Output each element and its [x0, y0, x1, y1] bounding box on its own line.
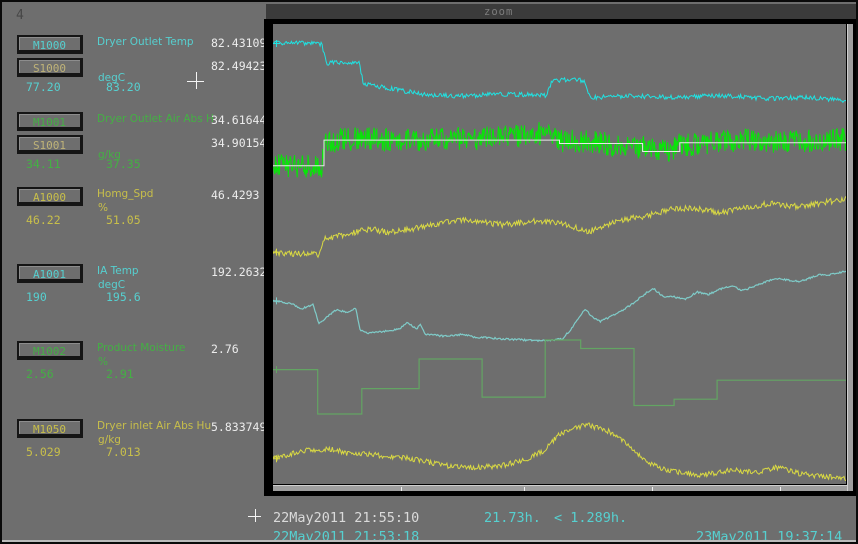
tag-button-a1000[interactable]: A1000 [17, 187, 83, 206]
trend-curve-dryer-inlet-air-abs-hu [273, 422, 846, 482]
tag-current-value: 34.61644 [211, 113, 267, 127]
tag-scale-low: 77.20 [26, 80, 61, 94]
tag-scale-low: 2.56 [26, 367, 54, 381]
tag-scale-low: 5.029 [26, 445, 61, 459]
tag-current-value: 5.833749 [211, 420, 267, 434]
tag-current-value: 46.4293 [211, 188, 260, 202]
tag-scale-high: 51.05 [106, 213, 141, 227]
tag-button-m1050[interactable]: M1050 [17, 419, 83, 438]
tag-row-a1000: A1000 Homg_Spd 46.4293% 46.22 51.05 [2, 187, 264, 257]
tag-name: Product Moisture [97, 342, 186, 354]
vertical-scrollbar[interactable] [847, 24, 853, 491]
footer-cursor-marker[interactable] [248, 509, 261, 522]
tag-panel: M1000 S1000 Dryer Outlet Temp 82.43109 82.49… [2, 2, 267, 499]
tag-unit: g/kg [98, 149, 121, 161]
tag-row-m1002: M1002 Product Moisture 2.76% 2.56 2.91 [2, 341, 264, 411]
trend-curve-homg-spd [273, 195, 846, 259]
tag-row-a1001: A1001 IA Temp 192.2632 degC 190 195.6 [2, 264, 267, 334]
zoom-title-bar: zoom [266, 4, 856, 19]
tag-scale-high: 37.35 [106, 157, 141, 171]
trend-curve-dryer-outlet-temp [273, 40, 846, 104]
tag-scale-high: 83.20 [106, 80, 141, 94]
tag-scale-high: 195.6 [106, 290, 141, 304]
cursor-value-marker-ia-temp [273, 297, 280, 305]
tag-button-s1001[interactable]: S1001 [17, 135, 83, 154]
trend-curve-dryer-outlet-air-abs-h [273, 122, 846, 178]
tag-row-m1001: M1001 S1001 Dryer Outlet Air Abs H 34.61644… [2, 112, 267, 182]
tag-name: Dryer Outlet Air Abs H [97, 113, 214, 125]
trend-plot-frame [264, 19, 856, 496]
tag-current-value: 192.2632 [211, 265, 267, 279]
tag-unit: % [98, 202, 108, 214]
tag-secondary-value: 82.49423 [211, 59, 267, 73]
tag-name: IA Temp [97, 265, 139, 277]
scrollbar-tick [401, 487, 402, 491]
scrollbar-tick [652, 487, 653, 491]
tag-secondary-value: 34.90154 [211, 136, 267, 150]
trend-curve-ia-temp [273, 270, 846, 343]
tag-unit: g/kg [98, 434, 121, 446]
tag-name: Dryer inlet Air Abs Hu [97, 420, 212, 432]
cursor-value-marker-product-moisture [273, 366, 280, 374]
trend-curve-product-moisture [273, 339, 846, 415]
cursor-timestamp: 22May2011 21:55:10 [273, 510, 420, 526]
tag-button-m1001[interactable]: M1001 [17, 112, 83, 131]
tag-button-s1000[interactable]: S1000 [17, 58, 83, 77]
tag-unit: degC [98, 72, 126, 84]
trend-plot-area[interactable] [273, 24, 846, 484]
tag-scale-high: 7.013 [106, 445, 141, 459]
tag-current-value: 2.76 [211, 342, 239, 356]
window-end-timestamp: 23May2011 19:37:14 [696, 529, 843, 544]
tag-current-value: 82.43109 [211, 36, 267, 50]
tag-button-a1001[interactable]: A1001 [17, 264, 83, 283]
cursor-value-marker-dryer-outlet-temp [273, 40, 280, 47]
tag-button-m1002[interactable]: M1002 [17, 341, 83, 360]
tag-name: Homg_Spd [97, 188, 154, 200]
trend-curve-dryer-outlet-air-abs-h-setpoint [273, 139, 846, 167]
zoom-title-label: zoom [484, 6, 514, 18]
tag-unit: degC [98, 279, 126, 291]
cursor-offset: < 1.289h. [554, 510, 628, 526]
tag-unit: % [98, 356, 108, 368]
tag-scale-high: 2.91 [106, 367, 134, 381]
tag-name: Dryer Outlet Temp [97, 36, 194, 48]
cursor-value-marker-homg-spd [273, 248, 280, 256]
tag-row-m1050: M1050 Dryer inlet Air Abs Hu 5.833749 g/kg 5… [2, 419, 267, 489]
horizontal-scrollbar[interactable] [273, 485, 847, 491]
tag-row-m1000: M1000 S1000 Dryer Outlet Temp 82.43109 82.49… [2, 35, 267, 105]
crosshair-cursor[interactable] [187, 72, 204, 89]
trend-chart [273, 40, 846, 482]
window-span: 21.73h. [484, 510, 541, 526]
cursor-value-marker-dryer-inlet-air-abs-hu [273, 455, 280, 463]
scrollbar-tick [524, 487, 525, 491]
tag-button-m1000[interactable]: M1000 [17, 35, 83, 54]
window-start-timestamp: 22May2011 21:53:18 [273, 529, 420, 544]
scrollbar-tick [780, 487, 781, 491]
tag-scale-low: 34.11 [26, 157, 61, 171]
bottom-bevel [2, 540, 856, 542]
tag-scale-low: 190 [26, 290, 47, 304]
window-number: 4 [16, 8, 24, 23]
tag-scale-low: 46.22 [26, 213, 61, 227]
